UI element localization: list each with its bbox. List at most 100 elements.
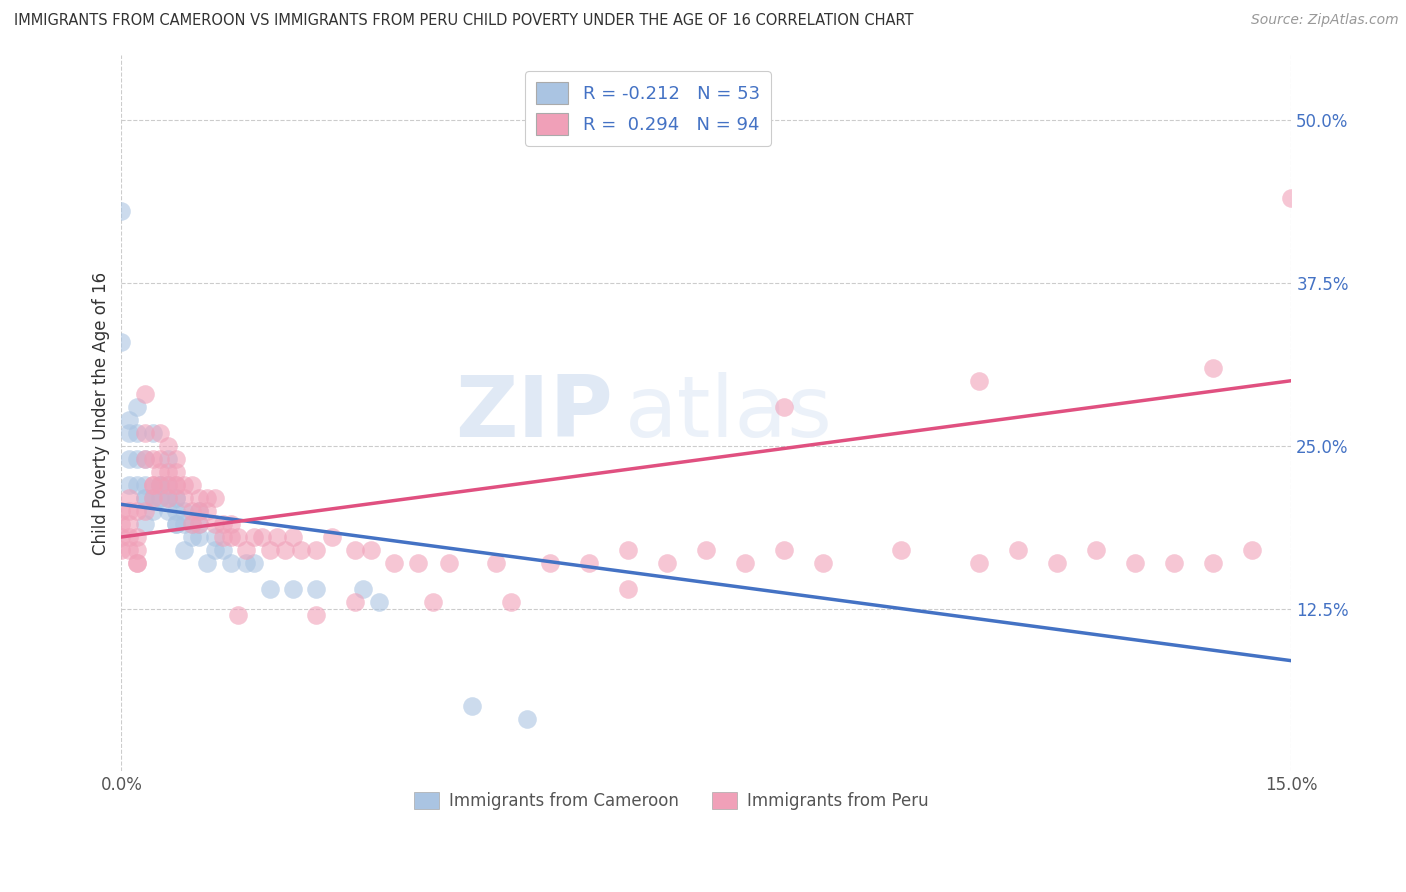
Point xyxy=(617,582,640,596)
Point xyxy=(367,595,389,609)
Point xyxy=(211,516,233,531)
Point xyxy=(695,543,717,558)
Point xyxy=(118,504,141,518)
Point xyxy=(1202,556,1225,570)
Text: atlas: atlas xyxy=(624,372,832,455)
Point xyxy=(149,465,172,479)
Point xyxy=(1163,556,1185,570)
Point xyxy=(773,543,796,558)
Point xyxy=(259,543,281,558)
Point xyxy=(617,543,640,558)
Point xyxy=(578,556,600,570)
Point xyxy=(188,516,211,531)
Point xyxy=(1241,543,1264,558)
Point xyxy=(134,491,156,505)
Point xyxy=(211,530,233,544)
Point xyxy=(173,478,195,492)
Point xyxy=(142,478,165,492)
Point xyxy=(142,491,165,505)
Point xyxy=(501,595,523,609)
Point xyxy=(134,491,156,505)
Point xyxy=(157,478,180,492)
Point xyxy=(118,491,141,505)
Point xyxy=(110,204,132,219)
Point xyxy=(165,465,187,479)
Point xyxy=(125,478,148,492)
Point xyxy=(118,478,141,492)
Point xyxy=(1007,543,1029,558)
Point xyxy=(188,516,211,531)
Point xyxy=(274,543,297,558)
Point xyxy=(305,543,328,558)
Point xyxy=(165,451,187,466)
Point xyxy=(516,712,538,726)
Point xyxy=(149,491,172,505)
Point xyxy=(125,543,148,558)
Point xyxy=(344,595,367,609)
Point xyxy=(352,582,374,596)
Point xyxy=(125,451,148,466)
Point xyxy=(1085,543,1108,558)
Point xyxy=(165,504,187,518)
Point xyxy=(134,451,156,466)
Point xyxy=(118,451,141,466)
Point xyxy=(188,491,211,505)
Point xyxy=(1279,191,1302,205)
Point xyxy=(134,504,156,518)
Point xyxy=(437,556,460,570)
Point xyxy=(110,543,132,558)
Point xyxy=(219,556,242,570)
Point xyxy=(157,451,180,466)
Point xyxy=(173,504,195,518)
Point xyxy=(180,504,202,518)
Point xyxy=(134,516,156,531)
Point xyxy=(165,491,187,505)
Text: ZIP: ZIP xyxy=(456,372,613,455)
Point xyxy=(125,400,148,414)
Y-axis label: Child Poverty Under the Age of 16: Child Poverty Under the Age of 16 xyxy=(93,272,110,555)
Point xyxy=(180,516,202,531)
Point xyxy=(204,491,226,505)
Point xyxy=(188,504,211,518)
Point xyxy=(165,516,187,531)
Point xyxy=(173,491,195,505)
Point xyxy=(110,530,132,544)
Point xyxy=(157,439,180,453)
Point xyxy=(406,556,429,570)
Point xyxy=(142,491,165,505)
Point xyxy=(281,530,304,544)
Point xyxy=(125,556,148,570)
Point xyxy=(360,543,382,558)
Point xyxy=(157,504,180,518)
Point xyxy=(219,530,242,544)
Point xyxy=(165,478,187,492)
Point xyxy=(110,334,132,349)
Point xyxy=(118,425,141,440)
Point xyxy=(149,478,172,492)
Point xyxy=(773,400,796,414)
Point xyxy=(157,491,180,505)
Point xyxy=(142,478,165,492)
Point xyxy=(188,530,211,544)
Point xyxy=(290,543,312,558)
Point xyxy=(142,451,165,466)
Point xyxy=(149,478,172,492)
Point xyxy=(118,543,141,558)
Point xyxy=(180,516,202,531)
Point xyxy=(118,413,141,427)
Point xyxy=(243,530,266,544)
Point xyxy=(149,425,172,440)
Point xyxy=(969,556,991,570)
Point xyxy=(538,556,561,570)
Point xyxy=(173,516,195,531)
Point xyxy=(485,556,508,570)
Point xyxy=(734,556,756,570)
Point xyxy=(195,504,218,518)
Point xyxy=(110,516,132,531)
Point xyxy=(243,556,266,570)
Point xyxy=(149,451,172,466)
Point xyxy=(235,543,257,558)
Point xyxy=(204,530,226,544)
Point xyxy=(344,543,367,558)
Point xyxy=(321,530,343,544)
